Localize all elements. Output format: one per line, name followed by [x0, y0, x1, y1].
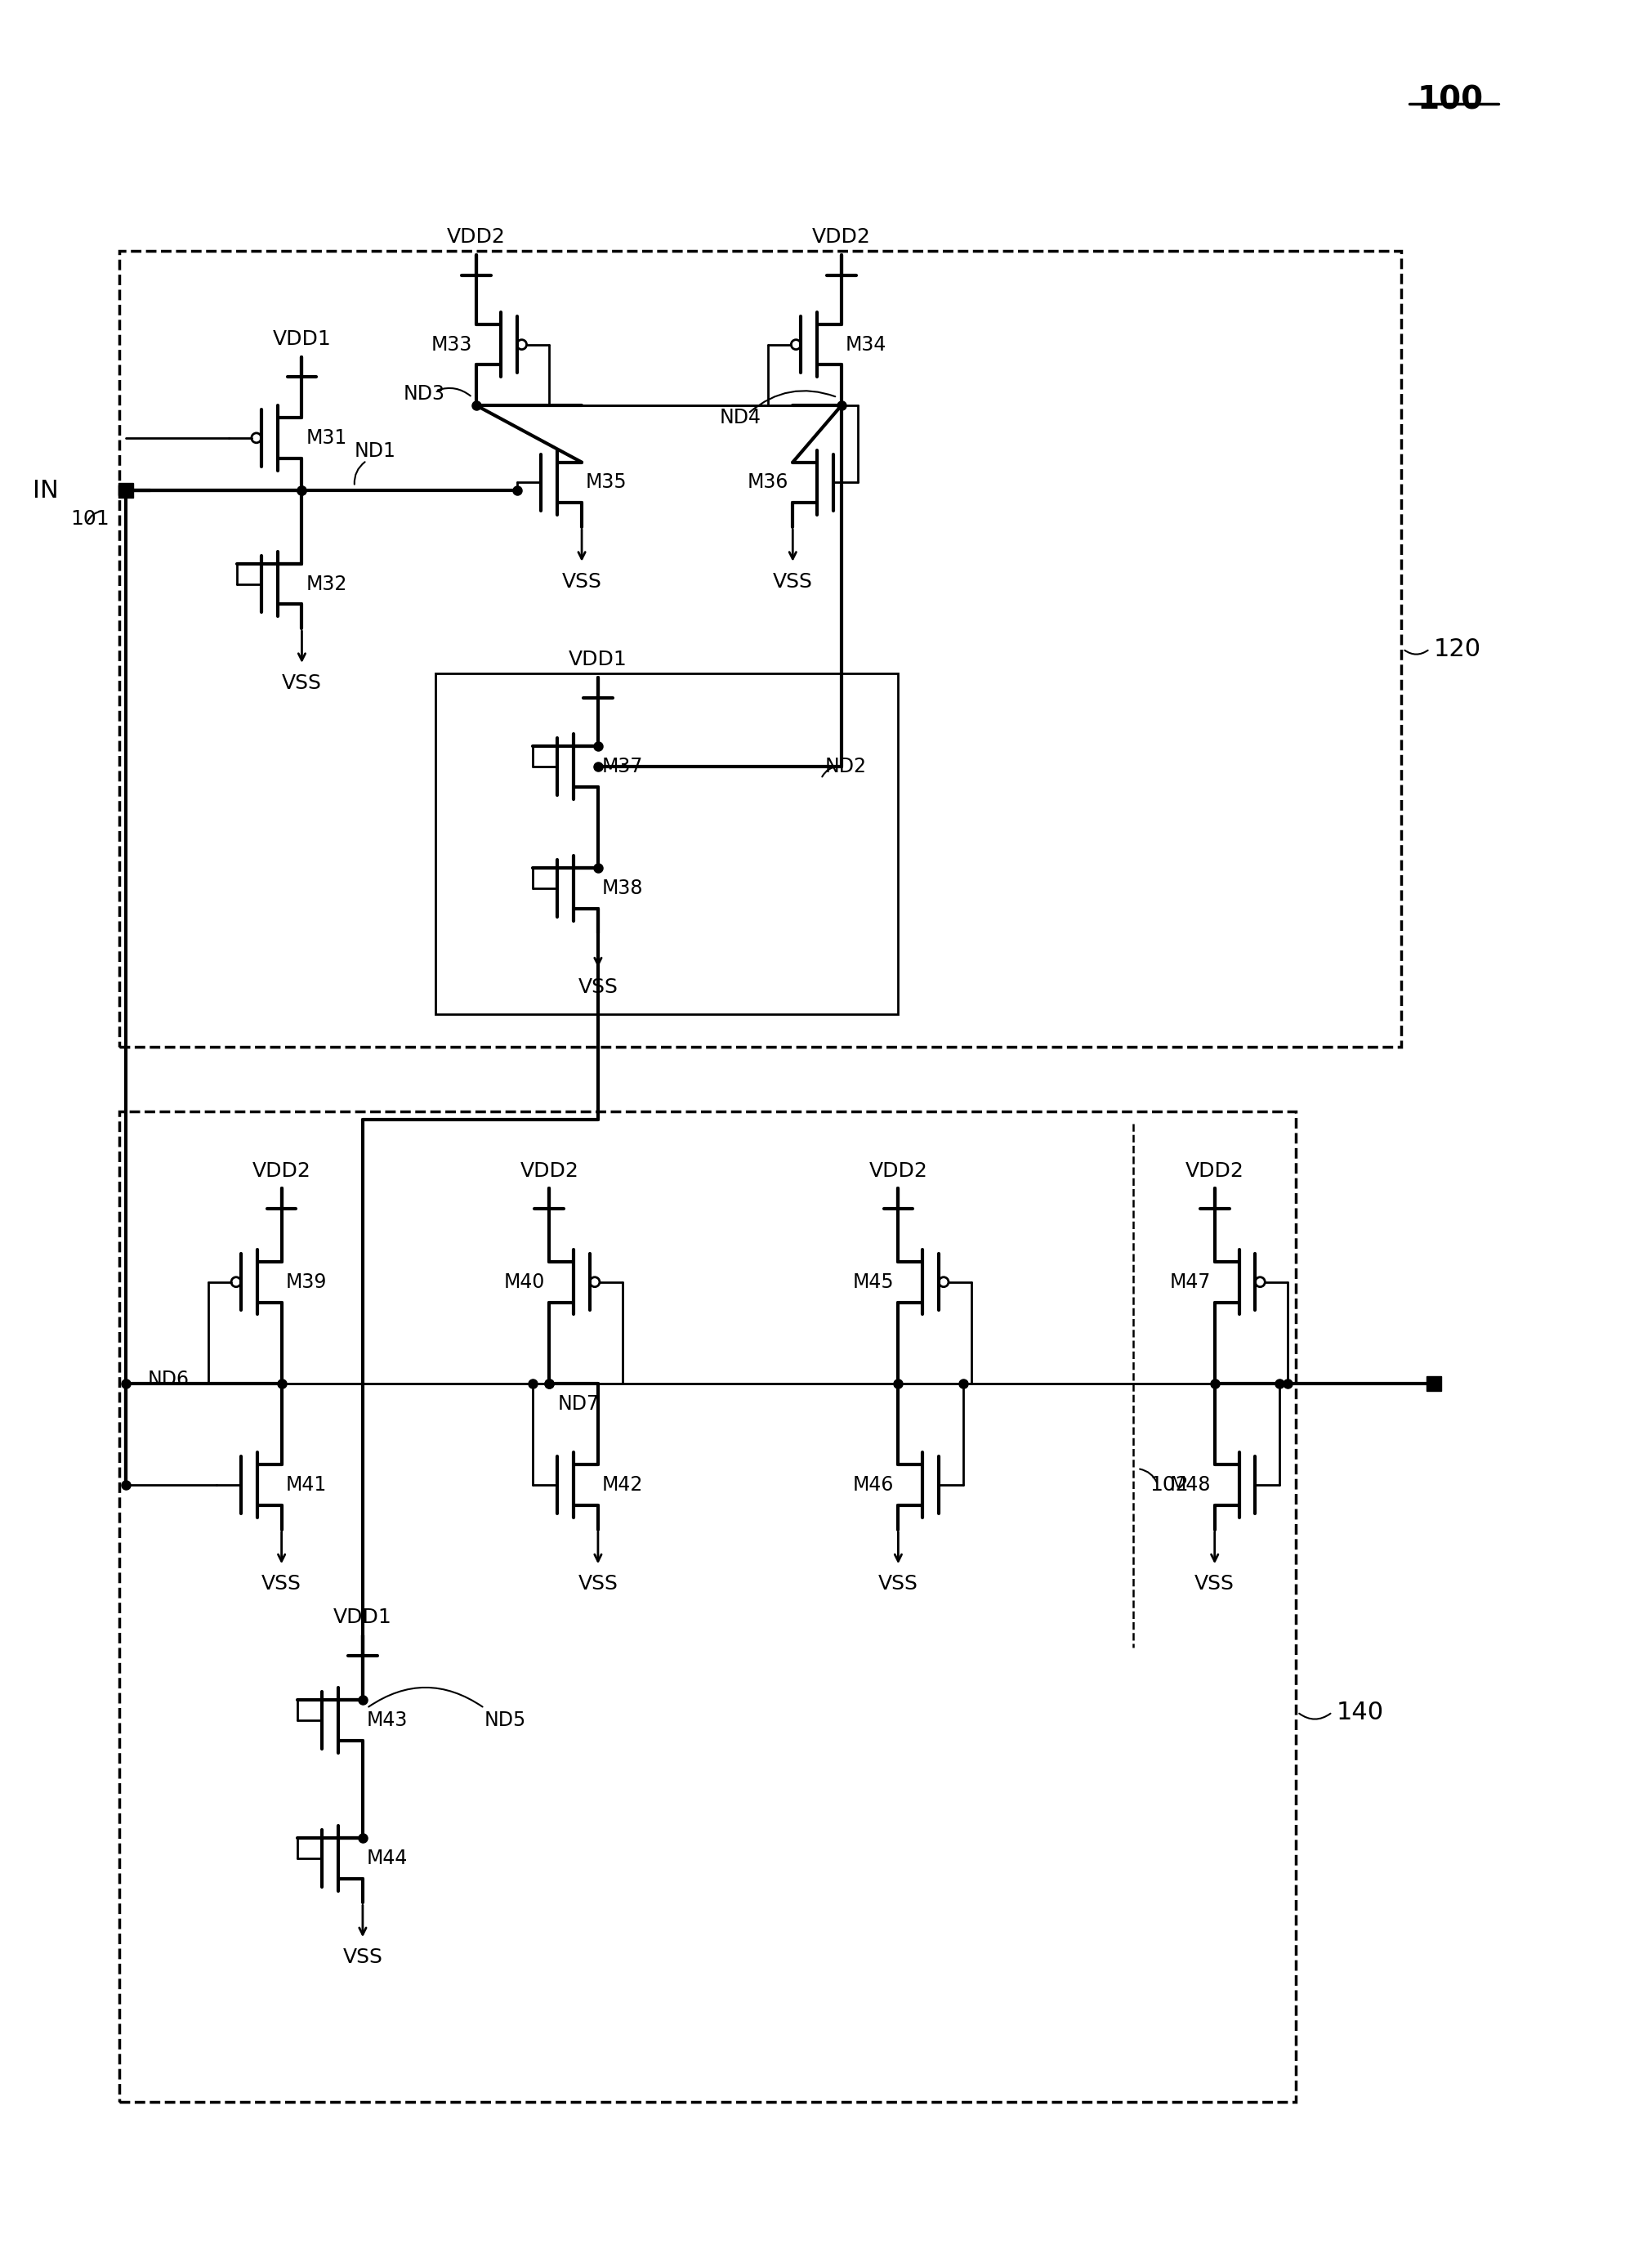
- Text: VSS: VSS: [578, 1574, 618, 1594]
- Text: VDD1: VDD1: [334, 1608, 392, 1628]
- Bar: [119, 251, 1401, 1048]
- Text: VSS: VSS: [342, 1946, 383, 1967]
- Text: VDD2: VDD2: [448, 228, 506, 246]
- Bar: [436, 673, 899, 1014]
- Text: M41: M41: [286, 1474, 327, 1495]
- Text: M47: M47: [1170, 1271, 1211, 1292]
- Text: M43: M43: [367, 1712, 408, 1730]
- Text: M38: M38: [601, 878, 643, 899]
- Text: ND3: ND3: [403, 384, 444, 404]
- Text: ND2: ND2: [826, 756, 867, 777]
- Text: ND4: ND4: [720, 409, 762, 427]
- Text: 100: 100: [1417, 86, 1483, 115]
- Text: 102: 102: [1150, 1474, 1189, 1495]
- Text: M39: M39: [286, 1271, 327, 1292]
- Text: ND6: ND6: [147, 1371, 190, 1389]
- Text: ND5: ND5: [484, 1712, 527, 1730]
- Text: ND7: ND7: [557, 1393, 600, 1414]
- Text: M44: M44: [367, 1849, 408, 1867]
- Text: VDD2: VDD2: [253, 1161, 311, 1181]
- Text: VDD2: VDD2: [520, 1161, 578, 1181]
- Text: VSS: VSS: [879, 1574, 919, 1594]
- Text: VSS: VSS: [578, 978, 618, 998]
- Text: VSS: VSS: [1194, 1574, 1234, 1594]
- Text: M42: M42: [601, 1474, 643, 1495]
- Text: VSS: VSS: [562, 571, 601, 592]
- Text: M40: M40: [504, 1271, 545, 1292]
- Text: VSS: VSS: [261, 1574, 302, 1594]
- Text: M35: M35: [586, 472, 628, 492]
- Text: VSS: VSS: [773, 571, 813, 592]
- Text: VDD2: VDD2: [813, 228, 871, 246]
- Text: M36: M36: [747, 472, 788, 492]
- Text: M34: M34: [846, 334, 887, 355]
- Text: VDD2: VDD2: [1184, 1161, 1244, 1181]
- Text: M45: M45: [852, 1271, 894, 1292]
- Text: M31: M31: [306, 429, 347, 447]
- Text: VDD1: VDD1: [273, 330, 330, 348]
- Text: VSS: VSS: [282, 673, 322, 693]
- Text: 101: 101: [71, 510, 109, 528]
- Text: 120: 120: [1434, 637, 1482, 662]
- Text: 140: 140: [1336, 1700, 1384, 1725]
- Text: M37: M37: [601, 756, 643, 777]
- Text: M32: M32: [306, 574, 347, 594]
- Text: M48: M48: [1170, 1474, 1211, 1495]
- Text: ND1: ND1: [355, 440, 396, 461]
- Text: VDD2: VDD2: [869, 1161, 927, 1181]
- Text: IN: IN: [33, 479, 58, 504]
- Bar: [119, 1111, 1295, 2102]
- Text: M33: M33: [431, 334, 472, 355]
- Text: M46: M46: [852, 1474, 894, 1495]
- Text: VDD1: VDD1: [568, 650, 628, 668]
